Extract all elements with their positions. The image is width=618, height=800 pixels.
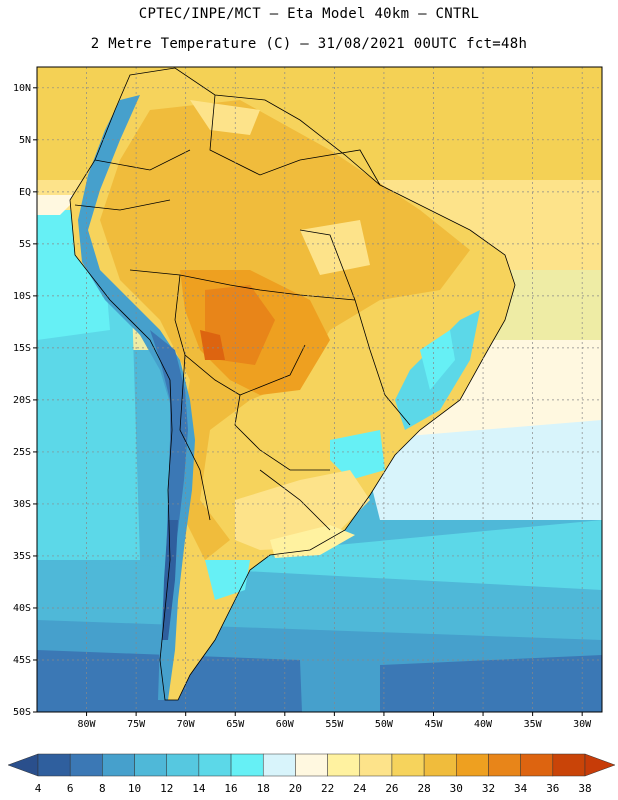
lon-label: 55W — [325, 719, 344, 730]
lon-label: 30W — [573, 719, 592, 730]
lon-label: 65W — [226, 719, 245, 730]
colorbar-label: 4 — [35, 782, 42, 795]
temperature-field — [37, 67, 602, 712]
title-model-run: CPTEC/INPE/MCT – Eta Model 40km – CNTRL — [138, 6, 480, 22]
lat-label: 35S — [13, 551, 31, 562]
lat-label: 20S — [13, 395, 31, 406]
colorbar-label: 16 — [224, 782, 237, 795]
lat-label: 15S — [13, 343, 31, 354]
colorbar-label: 38 — [578, 782, 591, 795]
lon-label: 80W — [78, 719, 97, 730]
colorbar-swatch — [456, 753, 489, 777]
lat-label: 40S — [13, 603, 31, 614]
colorbar-label: 30 — [450, 782, 463, 795]
colorbar-label: 28 — [417, 782, 430, 795]
colorbar-label: 26 — [385, 782, 398, 795]
colorbar-swatch — [198, 753, 232, 777]
colorbar: 4 6 8 10 12 14 16 18 20 22 24 26 28 30 32 34 36 38 — [7, 753, 616, 795]
colorbar-swatch — [359, 753, 393, 777]
longitude-labels: 80W 75W 70W 65W 60W 55W 50W 45W 40W 35W 30W — [78, 712, 592, 730]
colorbar-label: 18 — [257, 782, 270, 795]
colorbar-swatch — [166, 753, 200, 777]
colorbar-label: 12 — [160, 782, 173, 795]
lat-label: 30S — [13, 499, 31, 510]
lat-label: 25S — [13, 447, 31, 458]
colorbar-label: 36 — [546, 782, 559, 795]
colorbar-swatch — [391, 753, 425, 777]
lon-label: 35W — [524, 719, 543, 730]
lat-label: EQ — [19, 187, 31, 198]
colorbar-swatch — [520, 753, 554, 777]
colorbar-swatch — [37, 753, 71, 777]
lat-label: 10S — [13, 291, 31, 302]
colorbar-swatch — [69, 753, 103, 777]
lon-label: 70W — [177, 719, 196, 730]
colorbar-swatch — [262, 753, 296, 777]
lat-label: 50S — [13, 707, 31, 718]
lat-label: 5N — [19, 135, 31, 146]
country-borders — [69, 67, 516, 701]
lon-label: 45W — [424, 719, 443, 730]
colorbar-label: 14 — [192, 782, 206, 795]
lat-label: 10N — [13, 83, 31, 94]
lon-label: 40W — [474, 719, 493, 730]
colorbar-swatch — [134, 753, 167, 777]
latitude-labels: 10N 5N EQ 5S 10S 15S 20S 25S 30S 35S 40S 45S 50S — [13, 83, 37, 718]
colorbar-swatch — [488, 753, 521, 777]
lon-label: 60W — [276, 719, 295, 730]
colorbar-label: 34 — [514, 782, 528, 795]
lon-label: 50W — [375, 719, 394, 730]
colorbar-swatch — [552, 753, 586, 777]
lat-label: 45S — [13, 655, 31, 666]
lat-label: 5S — [19, 239, 31, 250]
colorbar-label: 24 — [353, 782, 367, 795]
colorbar-low-arrow — [7, 753, 39, 777]
colorbar-label: 32 — [482, 782, 495, 795]
map-frame — [36, 66, 603, 713]
colorbar-swatch — [295, 753, 328, 777]
colorbar-label: 10 — [128, 782, 141, 795]
colorbar-label: 22 — [321, 782, 334, 795]
colorbar-high-arrow — [584, 753, 616, 777]
colorbar-label: 20 — [289, 782, 302, 795]
title-variable-date: 2 Metre Temperature (C) – 31/08/2021 00U… — [90, 36, 528, 52]
colorbar-swatch — [230, 753, 264, 777]
colorbar-label: 8 — [99, 782, 106, 795]
colorbar-swatch — [423, 753, 457, 777]
colorbar-label: 6 — [67, 782, 74, 795]
lon-label: 75W — [127, 719, 146, 730]
colorbar-swatch — [327, 753, 361, 777]
colorbar-swatch — [102, 753, 135, 777]
